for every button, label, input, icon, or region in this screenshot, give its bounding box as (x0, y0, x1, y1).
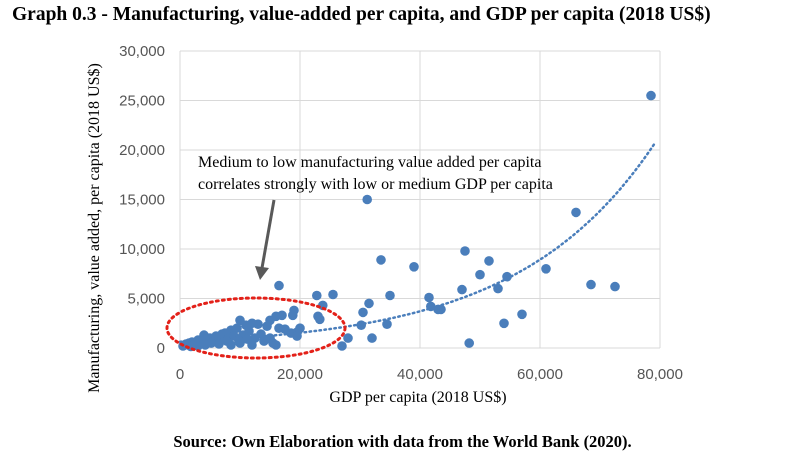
data-point (464, 338, 475, 348)
data-point (426, 301, 436, 312)
data-point (376, 255, 386, 265)
x-axis-label: GDP per capita (2018 US$) (329, 389, 506, 406)
x-tick-labels: 0 20,000 40,000 60,000 80,000 (176, 366, 683, 383)
data-point (292, 331, 302, 341)
data-point (493, 283, 503, 294)
y-tick-label: 20,000 (119, 142, 165, 159)
data-point (200, 340, 210, 350)
data-point (517, 309, 527, 320)
x-tick-label: 0 (176, 366, 184, 383)
data-point (312, 290, 322, 301)
y-tick-label: 10,000 (119, 241, 165, 258)
graph-title: Graph 0.3 - Manufacturing, value-added p… (12, 4, 711, 25)
data-point (274, 280, 284, 291)
data-point (436, 304, 446, 315)
data-point (328, 289, 338, 300)
data-point (262, 321, 272, 332)
data-point (586, 279, 596, 290)
annotation-arrow (255, 199, 276, 280)
data-point (358, 307, 368, 318)
data-point (499, 318, 509, 329)
data-point (214, 339, 224, 349)
data-point (484, 256, 494, 266)
data-point (242, 334, 252, 344)
data-point (367, 333, 377, 343)
data-point (234, 335, 244, 345)
y-tick-label: 5,000 (127, 291, 165, 308)
data-point (571, 207, 581, 218)
y-axis-label: Manufacturing, value added, per capita (… (86, 63, 103, 393)
y-tick-label: 15,000 (119, 192, 165, 209)
x-tick-label: 80,000 (637, 366, 683, 383)
data-point (541, 264, 551, 274)
x-tick-label: 20,000 (277, 366, 323, 383)
source-note: Source: Own Elaboration with data from t… (173, 432, 632, 451)
data-point (364, 298, 374, 309)
data-point (253, 319, 263, 330)
data-point (277, 310, 287, 321)
data-point (475, 269, 485, 280)
annotation-line-2: correlates strongly with low or medium G… (198, 176, 553, 193)
gridlines (179, 50, 661, 349)
annotation-line-1: Medium to low manufacturing value added … (198, 154, 541, 171)
data-point (244, 326, 254, 337)
data-point (356, 320, 367, 331)
highlight-ellipse (165, 296, 347, 360)
data-point (337, 341, 347, 351)
data-point (288, 310, 298, 321)
y-tick-label: 30,000 (119, 43, 165, 60)
x-tick-label: 40,000 (397, 366, 443, 383)
data-point (343, 333, 353, 343)
data-point (315, 314, 325, 325)
data-points (178, 90, 656, 352)
data-point (460, 246, 470, 256)
data-point (424, 292, 434, 303)
y-tick-label: 0 (157, 340, 165, 357)
data-point (385, 290, 395, 301)
x-tick-label: 60,000 (517, 366, 563, 383)
data-point (610, 281, 620, 292)
data-point (382, 319, 392, 330)
data-point (646, 90, 656, 101)
data-point (502, 271, 512, 282)
exponential-trendline (178, 143, 656, 343)
data-point (271, 340, 281, 350)
data-point (457, 284, 467, 295)
y-tick-labels: 0 5,000 10,000 15,000 20,000 25,000 30,000 (119, 43, 165, 357)
data-point (222, 336, 232, 346)
y-tick-label: 25,000 (119, 93, 165, 110)
data-point (362, 194, 373, 205)
data-point (409, 262, 419, 272)
